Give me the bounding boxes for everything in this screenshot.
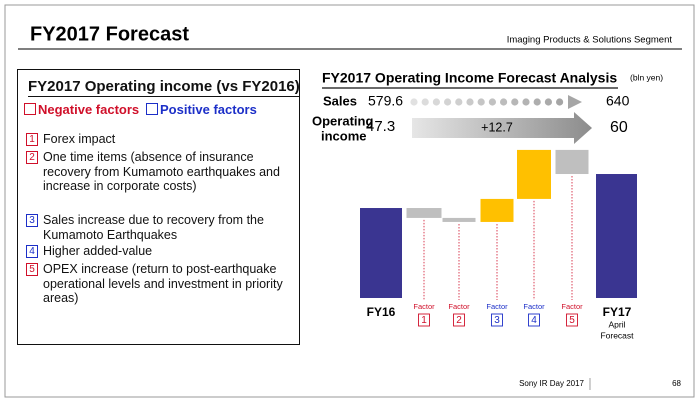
factor-item: 4 Higher added-value xyxy=(26,244,294,259)
x-sublabel: Forecast xyxy=(600,330,634,340)
factor-label: Factor xyxy=(448,302,470,311)
factor-bar xyxy=(406,208,442,218)
factor-number-box xyxy=(528,313,540,327)
operating-change: +12.7 xyxy=(481,120,513,134)
sales-dot xyxy=(556,98,564,106)
sales-dot xyxy=(522,98,530,106)
factor-text: Higher added-value xyxy=(43,244,153,258)
sales-dot xyxy=(410,98,418,106)
panel-title: FY2017 Operating income (vs FY2016) xyxy=(28,78,300,97)
sales-dot xyxy=(488,98,496,106)
sales-from: 579.6 xyxy=(368,93,403,109)
operating-label-line: income xyxy=(321,128,367,143)
factor-number: 3 xyxy=(26,214,38,227)
unit-label: (bln yen) xyxy=(630,72,663,82)
factor-bar xyxy=(480,198,514,222)
x-label: FY16 xyxy=(367,305,396,319)
operating-from: 47.3 xyxy=(366,118,395,135)
legend-positive-text: Positive factors xyxy=(160,102,257,117)
sales-dot xyxy=(511,98,519,106)
x-sublabel: April xyxy=(608,319,625,329)
legend-negative-text: Negative factors xyxy=(38,102,140,117)
footer-event: Sony IR Day 2017 xyxy=(519,379,584,388)
factor-item: 1 Forex impact xyxy=(26,132,294,147)
factor-number: 1 xyxy=(26,133,38,146)
factor-number-box xyxy=(566,313,578,327)
factor-label: Factor xyxy=(523,302,545,311)
factor-number: 4 xyxy=(531,315,537,326)
sales-dot xyxy=(477,98,485,106)
factor-number: 5 xyxy=(26,263,38,276)
operating-to: 60 xyxy=(610,119,628,136)
sales-dot xyxy=(421,98,429,106)
factor-text: OPEX increase (return to post-earthquake… xyxy=(43,262,283,305)
operating-arrow xyxy=(412,112,592,144)
x-label: FY17 xyxy=(603,305,632,319)
sales-arrow xyxy=(410,98,564,106)
factor-item: 5 OPEX increase (return to post-earthquak… xyxy=(26,262,294,306)
factor-number: 2 xyxy=(456,315,462,326)
sales-dot xyxy=(432,98,440,106)
sales-dot xyxy=(444,98,452,106)
factor-bar xyxy=(517,149,551,199)
factor-number: 2 xyxy=(26,151,38,164)
factor-number: 3 xyxy=(494,315,500,326)
operating-label-line: Operating xyxy=(312,113,373,128)
chart-title: FY2017 Operating Income Forecast Analysi… xyxy=(322,70,617,86)
sales-dot xyxy=(455,98,463,106)
total-bar xyxy=(360,208,402,298)
factor-bar xyxy=(442,217,476,222)
factor-number-box xyxy=(491,313,503,327)
footer-page: 68 xyxy=(672,379,681,388)
factor-item: 2 One time items (absence of insurance re… xyxy=(26,150,294,194)
sales-dot xyxy=(544,98,553,106)
legend-positive: Positive factors xyxy=(146,102,257,117)
sales-dot xyxy=(533,98,541,106)
total-bar xyxy=(596,174,637,298)
sales-label: Sales xyxy=(323,93,357,108)
legend-negative: Negative factors xyxy=(24,102,139,117)
factor-label: Factor xyxy=(486,302,508,311)
factor-number-box xyxy=(453,313,465,327)
slide-frame xyxy=(4,4,695,398)
sales-arrowhead xyxy=(568,95,582,109)
factor-number: 4 xyxy=(26,245,38,258)
sales-to: 640 xyxy=(606,93,630,109)
factor-label: Factor xyxy=(413,302,435,311)
factor-number-box xyxy=(418,313,430,327)
factor-text: One time items (absence of insurance rec… xyxy=(43,150,280,193)
factor-label: Factor xyxy=(561,302,583,311)
factor-bar xyxy=(555,149,589,175)
factor-item: 3 Sales increase due to recovery from the… xyxy=(26,213,294,242)
factor-number: 1 xyxy=(421,315,427,326)
segment-label: Imaging Products & Solutions Segment xyxy=(507,35,673,46)
factor-panel: FY2017 Operating income (vs FY2016) Nega… xyxy=(17,69,300,345)
sales-dot xyxy=(500,98,508,106)
slide-title: FY2017 Forecast xyxy=(30,23,189,45)
factor-number: 5 xyxy=(569,315,575,326)
factor-text: Sales increase due to recovery from the … xyxy=(43,213,264,242)
factor-text: Forex impact xyxy=(43,132,116,146)
sales-dot xyxy=(466,98,474,106)
